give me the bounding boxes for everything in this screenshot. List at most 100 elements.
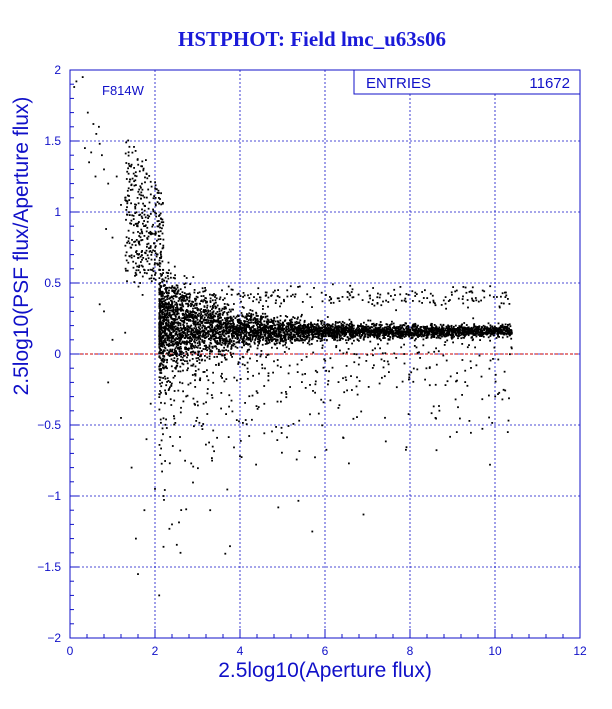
data-point: [270, 294, 273, 297]
data-point: [181, 333, 184, 336]
data-point: [486, 327, 489, 330]
data-point: [225, 307, 227, 310]
data-point: [333, 338, 335, 341]
data-point: [324, 334, 327, 336]
data-point: [371, 326, 374, 329]
data-point: [174, 422, 177, 424]
data-point: [214, 296, 216, 298]
data-point: [224, 342, 227, 344]
data-point: [321, 424, 324, 427]
data-point: [491, 325, 494, 328]
data-point: [172, 276, 175, 279]
data-point: [234, 345, 237, 348]
data-point: [184, 333, 187, 336]
data-point: [375, 324, 378, 327]
data-point: [316, 327, 318, 330]
data-point: [508, 334, 511, 337]
data-point: [209, 509, 212, 512]
data-point: [303, 331, 306, 334]
data-point: [170, 276, 172, 279]
data-point: [279, 335, 281, 337]
data-point: [391, 335, 394, 338]
data-point: [166, 296, 169, 299]
data-point: [261, 367, 264, 370]
data-point: [200, 313, 202, 315]
data-point: [219, 320, 222, 322]
data-point: [344, 376, 347, 379]
data-point: [172, 343, 175, 346]
data-point: [417, 327, 420, 330]
data-point: [211, 396, 214, 399]
data-point: [373, 332, 376, 335]
data-point: [412, 367, 415, 370]
data-point: [184, 286, 186, 289]
data-point: [219, 296, 222, 299]
data-point: [232, 328, 235, 330]
data-point: [159, 376, 162, 379]
data-point: [265, 325, 268, 328]
data-point: [180, 353, 183, 356]
data-point: [184, 459, 186, 462]
data-point: [460, 331, 462, 334]
data-point: [227, 321, 229, 323]
data-point: [188, 339, 191, 342]
data-point: [219, 316, 222, 319]
data-point: [481, 330, 484, 333]
data-point: [319, 327, 322, 330]
data-point: [426, 297, 429, 299]
data-point: [219, 327, 222, 330]
data-point: [231, 356, 233, 358]
data-point: [312, 333, 315, 336]
data-point: [186, 296, 189, 299]
data-point: [159, 372, 162, 374]
data-point: [161, 297, 164, 300]
data-point: [325, 335, 327, 338]
data-point: [217, 317, 220, 320]
data-point: [321, 347, 324, 349]
data-point: [272, 327, 275, 330]
data-point: [162, 545, 165, 548]
data-point: [367, 325, 370, 328]
data-point: [232, 342, 235, 345]
data-point: [254, 332, 256, 335]
data-point: [231, 329, 234, 332]
data-point: [183, 354, 185, 357]
data-point: [248, 395, 251, 398]
data-point: [271, 332, 274, 334]
data-point: [342, 436, 344, 439]
data-point: [502, 327, 505, 329]
data-point: [429, 292, 432, 295]
data-point: [252, 300, 254, 303]
data-point: [198, 358, 201, 361]
data-point: [194, 333, 197, 336]
data-point: [185, 347, 187, 349]
data-point: [182, 363, 185, 366]
data-point: [161, 316, 164, 319]
data-point: [496, 296, 498, 298]
data-point: [377, 332, 380, 335]
data-point: [445, 359, 448, 362]
data-point: [471, 336, 474, 338]
data-point: [327, 329, 330, 332]
data-point: [360, 325, 363, 328]
data-point: [214, 307, 217, 310]
data-point: [330, 328, 332, 330]
data-point: [86, 111, 89, 114]
data-point: [158, 338, 161, 340]
data-point: [345, 351, 348, 354]
data-point: [184, 295, 186, 297]
data-point: [338, 329, 341, 331]
data-point: [255, 335, 258, 338]
data-point: [195, 337, 198, 339]
data-point: [321, 336, 324, 338]
data-point: [199, 321, 202, 323]
data-point: [426, 335, 429, 338]
data-point: [196, 416, 199, 419]
data-point: [222, 323, 225, 326]
data-point: [209, 334, 212, 337]
data-point: [255, 332, 258, 335]
data-point: [306, 336, 309, 339]
data-point: [329, 296, 331, 298]
data-point: [225, 329, 228, 332]
data-point: [158, 368, 161, 371]
